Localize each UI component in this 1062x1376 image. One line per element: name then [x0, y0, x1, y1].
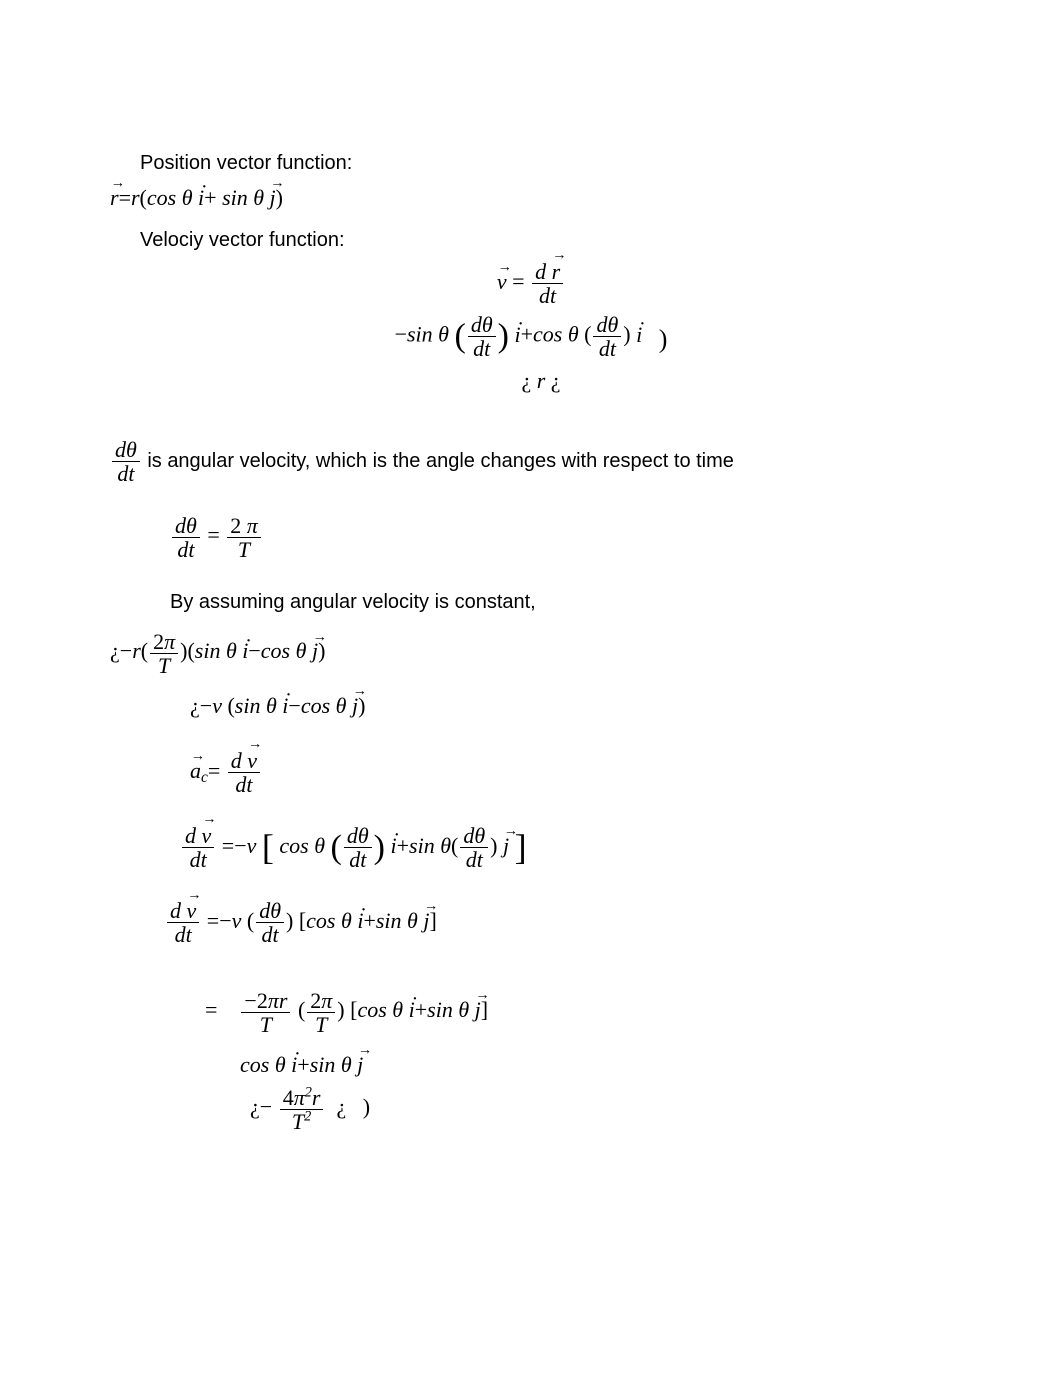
- pos-vec-label: Position vector function:: [140, 150, 952, 177]
- text-line: Velociy vector function:: [140, 229, 345, 251]
- eq-line2: ¿−v (sin θ i−cos θ j): [190, 691, 952, 721]
- dtheta-sentence: dθdt is angular velocity, which is the a…: [110, 438, 952, 485]
- text-line: is angular velocity, which is the angle …: [147, 450, 734, 472]
- eq-v-expand: −sin θ (dθdt) i+cos θ (dθdt) i ): [110, 313, 952, 360]
- eq-dv1: d vdt =−v [ cos θ (dθdt) i+sin θ(dθdt) j…: [180, 824, 952, 871]
- eq-dtheta-2pi-T: dθdt = 2 πT: [170, 514, 952, 561]
- eq-r: r=r(cos θ i+ sin θ j): [110, 183, 952, 213]
- vel-vec-label: Velociy vector function:: [140, 227, 952, 254]
- document-page: Position vector function: r=r(cos θ i+ s…: [0, 0, 1062, 1199]
- text-line: Position vector function:: [140, 152, 352, 174]
- eq-ac: ac= d vdt: [190, 749, 952, 796]
- eq-dv3: = −2πrT (2πT) [cos θ i+sin θ j]: [205, 989, 952, 1036]
- eq-final-bot: ¿− 4π2rT2 ¿ ): [250, 1086, 952, 1133]
- eq-v-under: ¿ r ¿: [110, 366, 952, 396]
- text-line: By assuming angular velocity is constant…: [170, 591, 536, 613]
- eq-line1: ¿−r(2πT)(sin θ i−cos θ j): [110, 630, 952, 677]
- eq-dv2: d vdt =−v (dθdt) [cos θ i+sin θ j]: [165, 899, 952, 946]
- assume-const-label: By assuming angular velocity is constant…: [170, 589, 952, 616]
- eq-final-top: cos θ i+sin θ j: [240, 1050, 952, 1080]
- eq-v-dr-dt: v = d rdt: [110, 260, 952, 307]
